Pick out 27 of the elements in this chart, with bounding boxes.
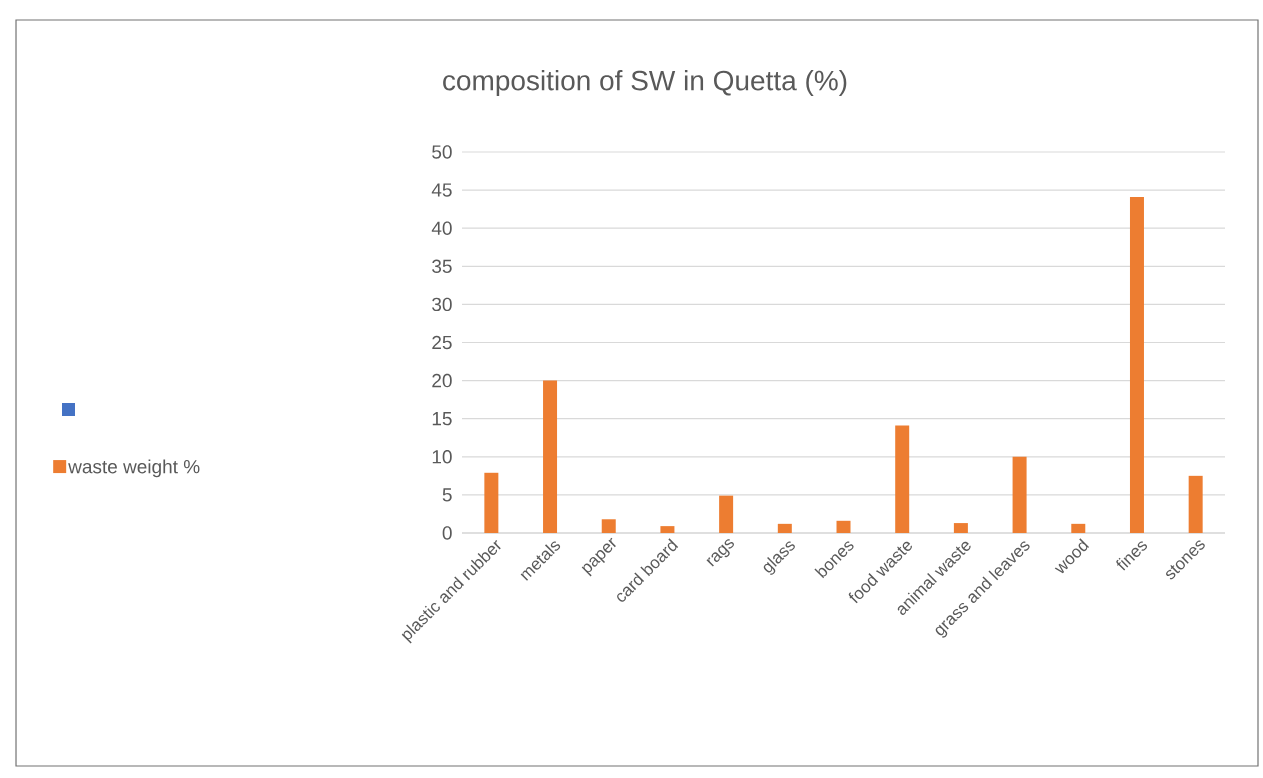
bar (777, 523, 792, 533)
y-tick-label: 30 (432, 297, 452, 312)
y-tick-label: 0 (442, 526, 452, 540)
y-tick-label: 15 (432, 412, 452, 426)
bar (601, 519, 616, 533)
bar (660, 526, 675, 533)
bar (719, 495, 734, 533)
bar (1188, 475, 1203, 533)
bar (836, 520, 851, 533)
y-tick-label: 20 (432, 373, 452, 388)
y-tick-label: 45 (431, 183, 452, 197)
bar (953, 523, 968, 533)
bar (484, 472, 499, 533)
bar (1071, 523, 1086, 533)
bar (895, 425, 910, 533)
y-tick-label: 50 (432, 145, 452, 159)
y-tick-label: 40 (431, 221, 452, 235)
chart-title: composition of SW in Quetta (%) (443, 69, 847, 97)
bar (543, 380, 558, 533)
y-tick-label: 5 (442, 488, 452, 502)
y-tick-label: 35 (432, 259, 452, 274)
y-tick-label: 25 (432, 335, 452, 350)
y-tick-label: 10 (432, 450, 452, 464)
legend-label: waste weight % (68, 459, 200, 478)
x-tick-label: rags (706, 539, 734, 567)
bar (1012, 456, 1027, 533)
bar (1129, 196, 1144, 533)
